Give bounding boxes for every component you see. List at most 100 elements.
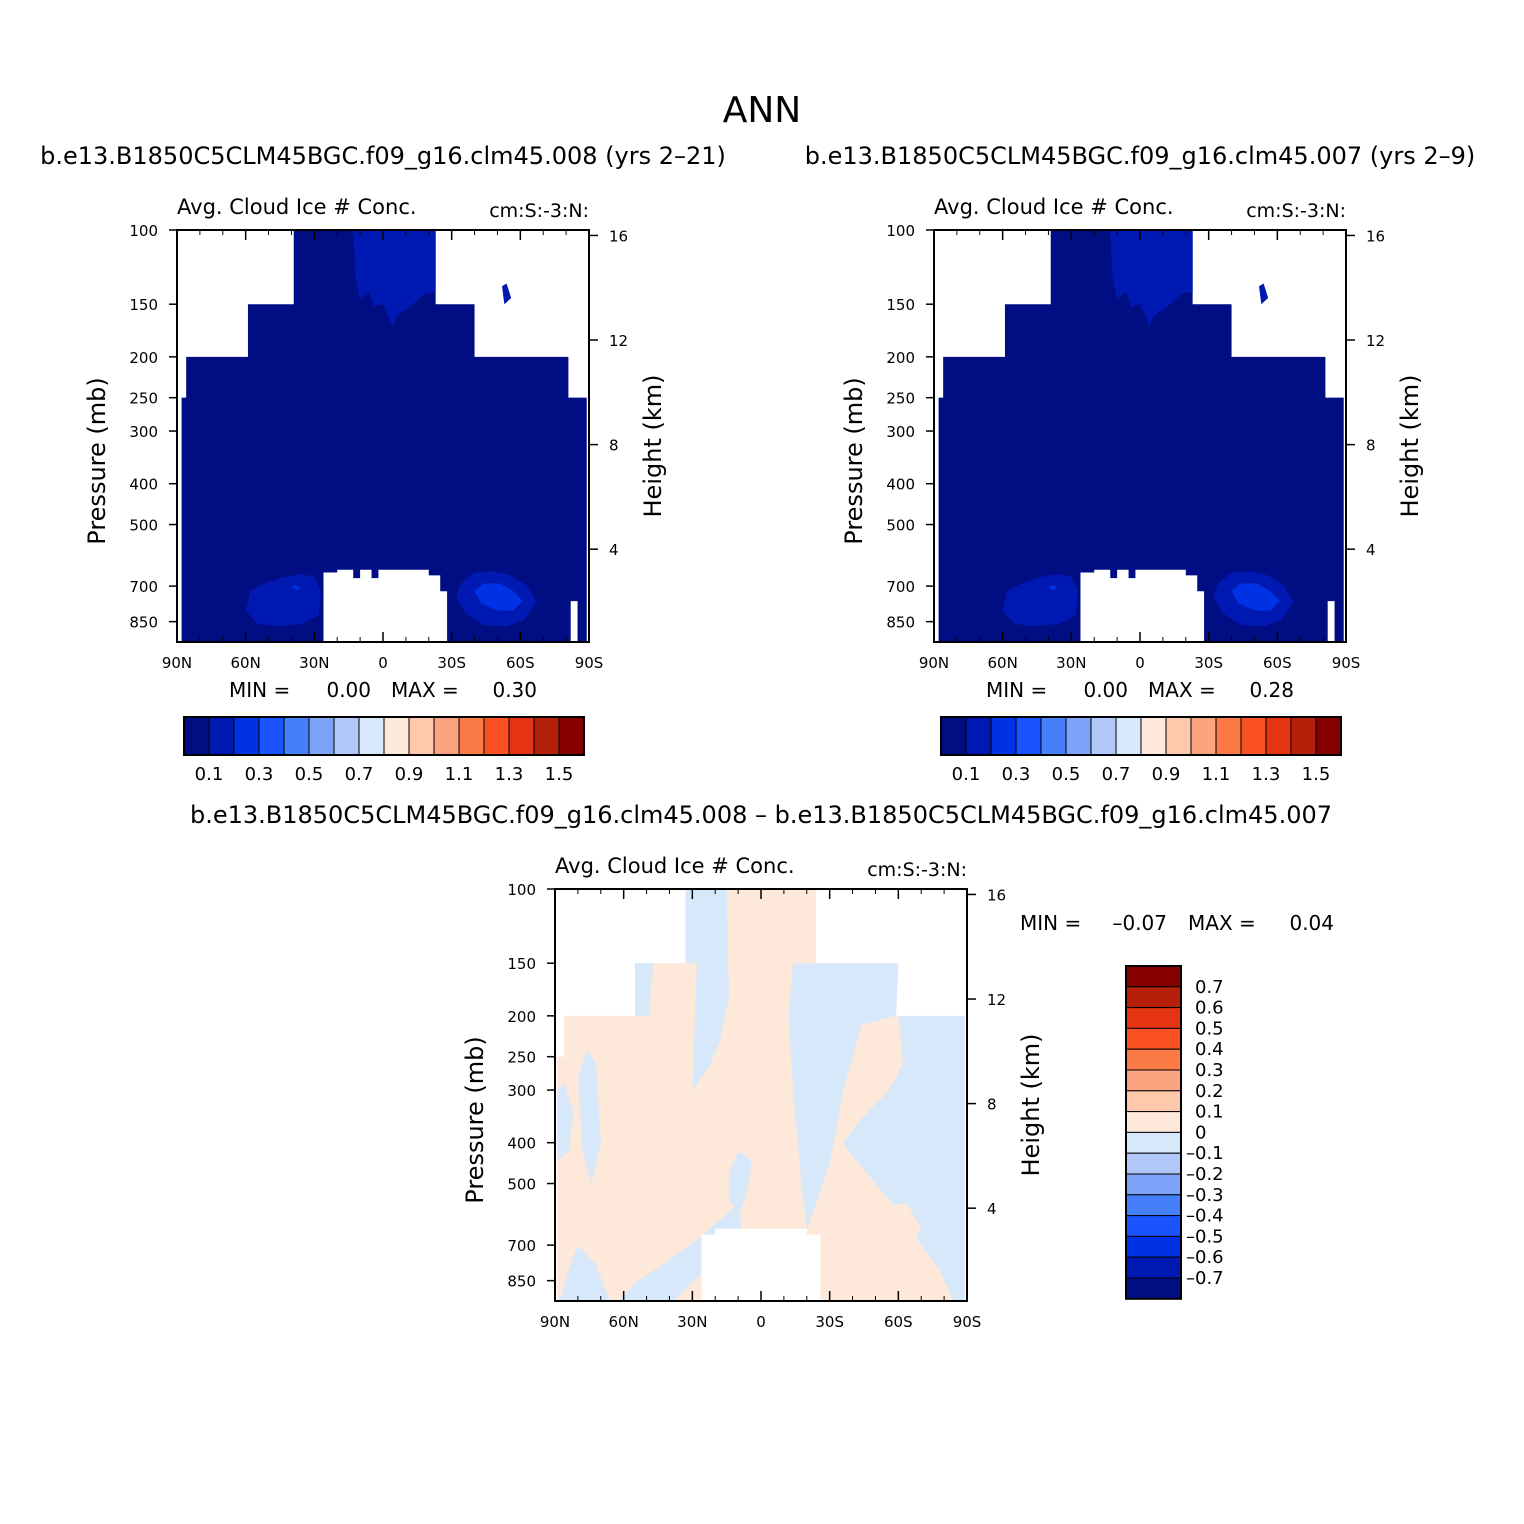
colorbar-frame <box>940 716 1342 756</box>
min-label: MIN = <box>986 678 1047 702</box>
panel-1: b.e13.B1850C5CLM45BGC.f09_g16.clm45.008 … <box>40 142 726 785</box>
colorbar-box <box>1125 1152 1182 1175</box>
y2-tick-label: 8 <box>987 1096 997 1114</box>
colorbar-label: 0.6 <box>1195 998 1224 1019</box>
colorbar-box <box>1125 1007 1182 1029</box>
colorbar-label: 0.3 <box>1002 764 1031 785</box>
max-label: MAX = <box>1148 678 1216 702</box>
colorbar-box <box>233 716 260 756</box>
colorbar-box <box>458 716 485 756</box>
x-tick-label: 0 <box>756 1313 766 1331</box>
y2-tick-label: 8 <box>609 437 619 455</box>
colorbar-label: –0.7 <box>1186 1268 1224 1289</box>
colorbar-box <box>965 716 992 756</box>
colorbar-label: 1.3 <box>495 764 524 785</box>
units-label: cm:S:-3:N: <box>1246 200 1346 222</box>
x-tick-label: 30S <box>815 1313 844 1331</box>
x-tick-label: 90N <box>540 1313 570 1331</box>
colorbar-box <box>1090 716 1117 756</box>
y-tick-label: 300 <box>886 423 915 441</box>
y2-axis-label: Height (km) <box>639 375 667 518</box>
x-tick-label: 60N <box>231 654 261 672</box>
field-0.0-0.1 <box>181 230 587 642</box>
variable-title: Avg. Cloud Ice # Conc. <box>177 195 417 219</box>
y-tick-label: 300 <box>129 423 158 441</box>
colorbar-box <box>990 716 1017 756</box>
x-tick-label: 60N <box>988 654 1018 672</box>
colorbar-label: 0.7 <box>1195 977 1224 998</box>
field-0.2-0.3-right <box>1231 583 1280 611</box>
colorbar-box <box>1115 716 1142 756</box>
colorbar-box <box>1125 1277 1182 1300</box>
colorbar-label: –0.6 <box>1186 1247 1224 1268</box>
field-neg-left-shelf <box>635 963 654 1016</box>
x-tick-label: 90S <box>575 654 604 672</box>
colorbar-box <box>508 716 535 756</box>
field-0.0-0.1 <box>938 230 1344 642</box>
colorbar-label: 1.5 <box>545 764 574 785</box>
surface-mask <box>1073 569 1205 642</box>
y-axis-label: Pressure (mb) <box>840 377 868 544</box>
colorbar-box <box>1125 965 1182 988</box>
colorbar-box <box>333 716 360 756</box>
case-title: b.e13.B1850C5CLM45BGC.f09_g16.clm45.008 … <box>190 801 1332 829</box>
y-tick-label: 250 <box>129 390 158 408</box>
y2-tick-label: 4 <box>1366 541 1376 559</box>
max-label: MAX = <box>391 678 459 702</box>
colorbar-box <box>1125 1131 1182 1154</box>
colorbar-box <box>383 716 410 756</box>
y-tick-label: 250 <box>886 390 915 408</box>
y-tick-label: 400 <box>129 476 158 494</box>
field-0.2-0.3-left <box>1048 585 1058 591</box>
colorbar-box <box>558 716 585 756</box>
y-tick-label: 250 <box>507 1049 536 1067</box>
y-tick-label: 700 <box>507 1237 536 1255</box>
field-0.1-0.2-small <box>502 283 512 305</box>
colorbar-label: –0.5 <box>1186 1226 1224 1247</box>
x-tick-label: 90N <box>919 654 949 672</box>
field-0.1-0.2-left <box>1002 573 1079 627</box>
colorbar-box <box>1125 1027 1182 1050</box>
x-tick-label: 90S <box>1332 654 1361 672</box>
field-neg-left-edge <box>557 1083 574 1161</box>
colorbar-box <box>1125 1173 1182 1196</box>
x-tick-label: 30S <box>437 654 466 672</box>
y2-tick-label: 12 <box>609 332 628 350</box>
colorbar-frame <box>1125 965 1182 1300</box>
colorbar-label: 0.5 <box>1195 1018 1224 1039</box>
colorbar-box <box>1290 716 1317 756</box>
y-axis-label: Pressure (mb) <box>461 1036 489 1203</box>
colorbar-box <box>358 716 385 756</box>
colorbar-label: 0.3 <box>1195 1060 1224 1081</box>
colorbar-label: –0.1 <box>1186 1143 1224 1164</box>
colorbar-box <box>1125 1194 1182 1217</box>
y-tick-label: 700 <box>886 578 915 596</box>
colorbar-box <box>1125 986 1182 1009</box>
colorbar-box <box>1140 716 1167 756</box>
colorbar-label: –0.2 <box>1186 1164 1224 1185</box>
field-neg-right <box>843 1015 965 1301</box>
y-tick-label: 100 <box>886 222 915 240</box>
field-neg-left-narrow <box>577 1049 601 1184</box>
colorbar-box <box>940 716 967 756</box>
colorbar-label: –0.4 <box>1186 1206 1224 1227</box>
min-value: –0.07 <box>1112 911 1167 935</box>
colorbar-box <box>308 716 335 756</box>
x-tick-label: 60S <box>506 654 535 672</box>
min-value: 0.00 <box>326 678 371 702</box>
x-tick-label: 60S <box>884 1313 913 1331</box>
y-tick-label: 200 <box>129 349 158 367</box>
max-value: 0.04 <box>1289 911 1334 935</box>
y-tick-label: 400 <box>886 476 915 494</box>
colorbar-label: 0.7 <box>1102 764 1131 785</box>
panel-2: b.e13.B1850C5CLM45BGC.f09_g16.clm45.007 … <box>805 142 1475 785</box>
min-value: 0.00 <box>1083 678 1128 702</box>
variable-title: Avg. Cloud Ice # Conc. <box>934 195 1174 219</box>
colorbar-box <box>1125 1048 1182 1071</box>
field-0.1-0.2-upper <box>353 230 436 328</box>
colorbar-box <box>1265 716 1292 756</box>
y-tick-label: 150 <box>129 296 158 314</box>
y2-tick-label: 16 <box>1366 227 1385 245</box>
colorbar-box <box>1240 716 1267 756</box>
y-tick-label: 200 <box>507 1008 536 1026</box>
